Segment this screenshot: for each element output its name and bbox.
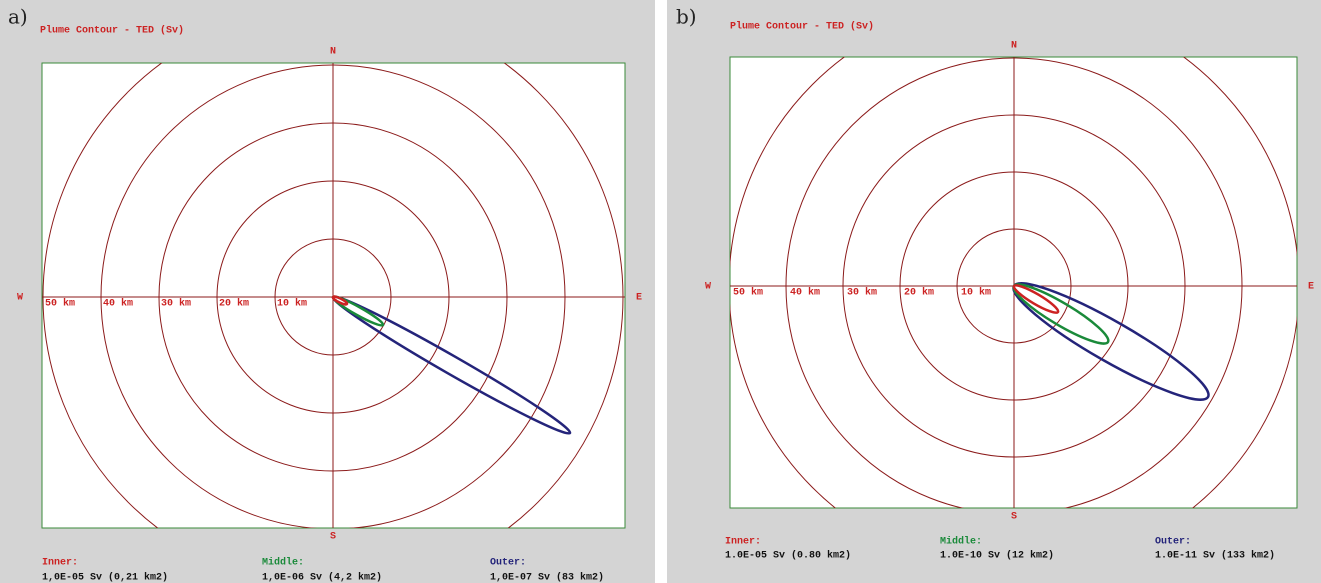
legend-name: Outer: bbox=[1155, 537, 1191, 548]
ring-label: 50 km bbox=[733, 287, 763, 299]
panel: 50 km 40 km 30 km 20 km 10 km N S W Eb) Plume Con… bbox=[667, 0, 1321, 583]
plume-contour bbox=[1012, 284, 1060, 314]
compass-e: E bbox=[636, 293, 642, 304]
panel-label: a) bbox=[8, 5, 28, 29]
ring-label: 20 km bbox=[219, 298, 249, 310]
ring-label: 30 km bbox=[161, 298, 191, 310]
panel: 50 km 40 km 30 km 20 km 10 km N S W Ea) Plume Con… bbox=[0, 0, 655, 583]
ring-label: 20 km bbox=[904, 287, 934, 299]
ring-label: 10 km bbox=[961, 287, 991, 299]
ring-label: 50 km bbox=[45, 298, 75, 310]
compass-e: E bbox=[1308, 282, 1314, 293]
legend-name: Inner: bbox=[42, 558, 78, 569]
plume-contour bbox=[331, 295, 349, 306]
legend-name: Middle: bbox=[940, 536, 982, 548]
panel-title: Plume Contour - TED (Sv) bbox=[730, 21, 874, 33]
legend-value: 1,0E-07 Sv (83 km2) bbox=[490, 572, 604, 583]
ring-label: 40 km bbox=[103, 298, 133, 310]
compass-w: W bbox=[17, 293, 23, 304]
compass-n: N bbox=[1011, 41, 1017, 52]
legend-value: 1,0E-06 Sv (4,2 km2) bbox=[262, 572, 382, 583]
legend-value: 1.0E-05 Sv (0.80 km2) bbox=[725, 550, 851, 562]
legend-value: 1.0E-11 Sv (133 km2) bbox=[1155, 550, 1275, 562]
compass-s: S bbox=[1011, 512, 1017, 523]
panel-label: b) bbox=[676, 5, 697, 29]
legend-name: Inner: bbox=[725, 537, 761, 548]
compass-n: N bbox=[330, 47, 336, 58]
panel-title: Plume Contour - TED (Sv) bbox=[40, 25, 184, 37]
ring-label: 10 km bbox=[277, 298, 307, 310]
ring-label: 40 km bbox=[790, 287, 820, 299]
legend-value: 1,0E-05 Sv (0,21 km2) bbox=[42, 572, 168, 583]
ring-label: 30 km bbox=[847, 287, 877, 299]
compass-s: S bbox=[330, 532, 336, 543]
compass-w: W bbox=[705, 282, 711, 293]
legend-value: 1.0E-10 Sv (12 km2) bbox=[940, 550, 1054, 562]
legend-name: Middle: bbox=[262, 557, 304, 569]
legend-name: Outer: bbox=[490, 558, 526, 569]
